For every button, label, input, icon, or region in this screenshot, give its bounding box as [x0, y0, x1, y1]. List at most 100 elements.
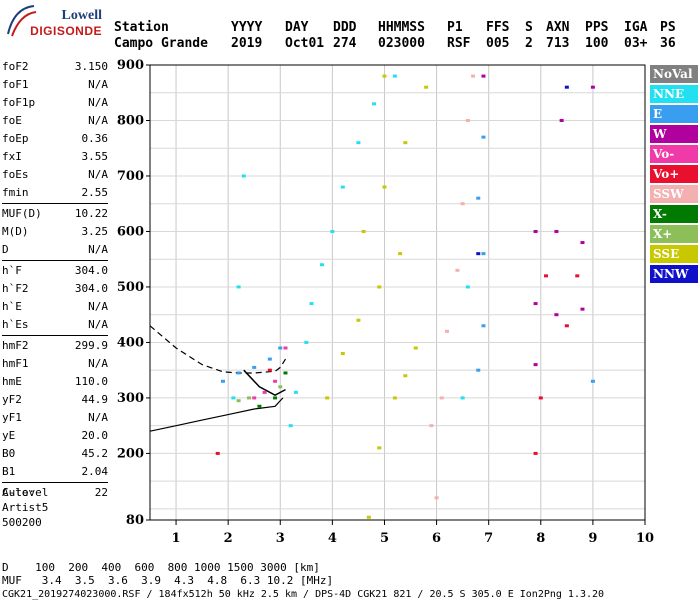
auto-line: Auto:	[2, 486, 36, 499]
param-value: 3.55	[81, 150, 109, 163]
header-value-1: 2019	[231, 36, 263, 51]
param-row: foEs N/A	[2, 166, 108, 184]
autoscaling-info: Auto: Artist5 500200	[2, 485, 48, 530]
point-w	[533, 302, 538, 306]
point-vo	[533, 451, 538, 455]
point-ssw	[429, 424, 434, 428]
param-value: 2.55	[81, 186, 109, 199]
param-separator	[2, 335, 108, 336]
param-value: N/A	[88, 78, 108, 91]
point-e	[476, 196, 481, 200]
param-name: h`E	[2, 300, 22, 313]
param-row: h`Es N/A	[2, 316, 108, 334]
legend-entry-noval: NoVal	[650, 65, 698, 83]
legend-entry-e: E	[650, 105, 698, 123]
param-value: N/A	[88, 318, 108, 331]
param-row: foE N/A	[2, 112, 108, 130]
x-tick-label: 10	[636, 531, 654, 546]
point-e	[236, 371, 241, 375]
legend-entry-x: X+	[650, 225, 698, 243]
param-row: yF2 44.9	[2, 391, 108, 409]
header-value-10: 03+	[624, 36, 648, 51]
param-name: hmF2	[2, 339, 29, 352]
point-ssw	[465, 118, 470, 122]
point-sse	[382, 74, 387, 78]
x-tick-label: 1	[172, 531, 181, 546]
param-value: N/A	[88, 168, 108, 181]
auto-line: 500200	[2, 516, 42, 529]
footer-distance-row: D 100 200 400 600 800 1000 1500 3000 [km…	[2, 561, 320, 574]
param-row: B0 45.2	[2, 445, 108, 463]
point-vo	[267, 368, 272, 372]
point-nne	[465, 285, 470, 289]
header-label-4: HHMMSS	[378, 20, 425, 35]
y-tick-label: 80	[126, 513, 144, 528]
point-e	[481, 135, 486, 139]
x-tick-label: 7	[484, 531, 493, 546]
profile-dashed-line	[149, 325, 287, 374]
point-w	[559, 118, 564, 122]
param-row: yE 20.0	[2, 427, 108, 445]
param-name: D	[2, 243, 9, 256]
param-value: 20.0	[81, 429, 109, 442]
param-row: foF2 3.150	[2, 58, 108, 76]
param-value: 10.22	[74, 207, 108, 220]
param-row: h`F2 304.0	[2, 280, 108, 298]
param-name: fmin	[2, 186, 29, 199]
point-ssw	[445, 329, 449, 333]
point-sse	[424, 85, 429, 89]
point-e	[590, 379, 595, 383]
point-w	[481, 74, 486, 78]
point-sse	[340, 352, 345, 356]
param-row: foF1 N/A	[2, 76, 108, 94]
point-sse	[403, 374, 408, 378]
header-label-3: DDD	[333, 20, 357, 35]
y-tick-label: 300	[117, 391, 144, 406]
header-label-0: Station	[114, 20, 169, 35]
param-row: D N/A	[2, 241, 108, 259]
param-name: B0	[2, 447, 16, 460]
param-value: N/A	[88, 411, 108, 424]
point-sse	[377, 446, 382, 450]
x-tick-label: 4	[328, 531, 337, 546]
point-nnw	[564, 85, 569, 89]
param-row: yF1 N/A	[2, 409, 108, 427]
header-label-11: PS	[660, 20, 676, 35]
header-value-8: 713	[546, 36, 570, 51]
point-w	[580, 241, 585, 245]
legend-entry-vo: Vo+	[650, 165, 698, 183]
x-tick-label: 3	[276, 531, 285, 546]
param-value: N/A	[88, 96, 108, 109]
profile-solid-line	[149, 397, 284, 432]
param-separator	[2, 260, 108, 261]
point-sse	[361, 229, 366, 233]
point-sse	[403, 141, 408, 145]
point-nnw	[476, 252, 481, 256]
auto-line: Artist5	[2, 501, 49, 514]
legend-entry-nnw: NNW	[650, 265, 698, 283]
x-tick-label: 6	[432, 531, 441, 546]
point-w	[590, 85, 595, 89]
point-sse	[325, 396, 330, 400]
point-e	[476, 368, 481, 372]
param-value: 3.150	[74, 60, 108, 73]
param-row: h`F 304.0	[2, 262, 108, 280]
param-name: hmF1	[2, 357, 29, 370]
param-name: fxI	[2, 150, 22, 163]
point-e	[481, 252, 486, 256]
header-label-9: PPS	[585, 20, 609, 35]
param-name: h`Es	[2, 318, 29, 331]
plot-frame	[149, 64, 646, 521]
point-vo	[564, 324, 569, 328]
point-w	[554, 229, 559, 233]
point-vo	[544, 274, 548, 278]
y-tick-label: 700	[117, 169, 144, 184]
point-vo	[538, 396, 543, 400]
param-row: B1 2.04	[2, 463, 108, 481]
point-e	[278, 346, 283, 350]
param-value: 304.0	[74, 264, 108, 277]
footer-muf-row: MUF 3.4 3.5 3.6 3.9 4.3 4.8 6.3 10.2 [MH…	[2, 574, 334, 587]
param-value: 304.0	[74, 282, 108, 295]
point-vo	[575, 274, 580, 278]
param-value: N/A	[88, 357, 108, 370]
